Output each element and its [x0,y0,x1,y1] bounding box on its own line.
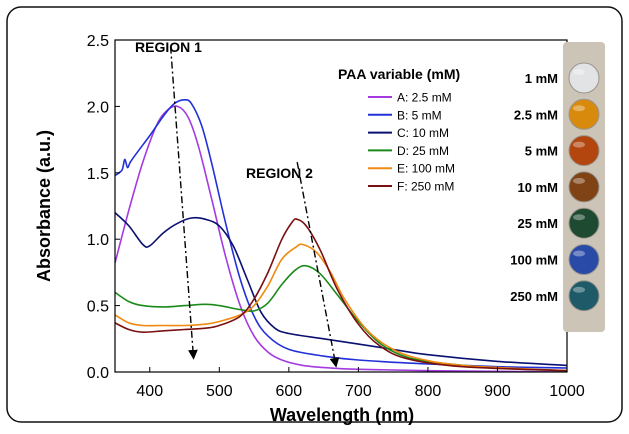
well-highlight [573,141,585,148]
y-axis-label: Absorbance (a.u.) [34,130,54,282]
x-axis-label: Wavelength (nm) [270,405,414,425]
legend-entry-d: D: 25 mM [397,144,449,158]
series-line-c [115,212,567,367]
x-axis-ticks: 400 500 600 700 800 900 1000 [136,367,585,400]
x-tick-label: 700 [345,383,372,400]
legend-entry-f: F: 250 mM [397,180,454,194]
legend-entry-a: A: 2.5 mM [397,91,452,105]
series-line-a [115,105,567,372]
region-arrows [169,46,340,368]
sample-well [568,171,600,203]
sample-well [568,135,600,167]
inset-label: 1 mM [525,71,558,86]
well-highlight [573,250,585,257]
series-line-b [115,98,567,369]
legend-entry-b: B: 5 mM [397,108,442,122]
series-line-d [115,264,567,372]
x-tick-label: 600 [275,383,302,400]
well-highlight [573,105,585,112]
inset-label: 100 mM [510,253,558,268]
x-tick-label: 900 [484,383,511,400]
inset-label: 2.5 mM [514,107,558,122]
x-tick-label: 400 [136,383,163,400]
sample-well [568,244,600,275]
inset-label: 25 mM [518,216,558,231]
y-tick-label: 1.0 [87,232,109,249]
region-2-label: REGION 2 [246,165,313,181]
series-layer [115,98,567,372]
figure-border [6,6,623,423]
region-2-arrow [296,162,340,368]
y-tick-label: 0.0 [87,365,109,382]
sample-well [568,62,600,94]
y-tick-label: 1.5 [87,166,109,183]
legend-title: PAA variable (mM) [338,66,460,82]
sample-well [568,98,600,130]
y-tick-label: 2.0 [87,99,109,116]
series-line-e [115,243,567,372]
sample-well [568,280,600,312]
cuvette-inset: 1 mM 2.5 mM 5 mM 10 mM 25 mM 100 mM 250 mM [510,42,605,332]
sample-well [568,207,600,239]
region-1-arrow [169,46,198,360]
inset-label: 5 mM [525,144,558,159]
y-axis-ticks: 0.0 0.5 1.0 1.5 2.0 2.5 [87,33,120,382]
y-tick-label: 0.5 [87,299,109,316]
well-highlight [573,286,585,293]
region-1-label: REGION 1 [135,39,202,55]
legend-entry-e: E: 100 mM [397,162,455,176]
legend: A: 2.5 mM B: 5 mM C: 10 mM D: 25 mM E: 100 m… [368,91,455,194]
x-tick-label: 800 [415,383,442,400]
well-highlight [573,69,585,75]
y-tick-label: 2.5 [87,33,109,50]
legend-entry-c: C: 10 mM [397,126,449,140]
plot-area-border [114,39,568,373]
x-tick-label: 500 [206,383,233,400]
inset-label: 10 mM [518,180,558,195]
series-line-f [115,218,567,372]
inset-label: 250 mM [510,289,558,304]
x-tick-label: 1000 [549,383,585,400]
well-highlight [573,177,585,184]
well-highlight [573,214,585,221]
